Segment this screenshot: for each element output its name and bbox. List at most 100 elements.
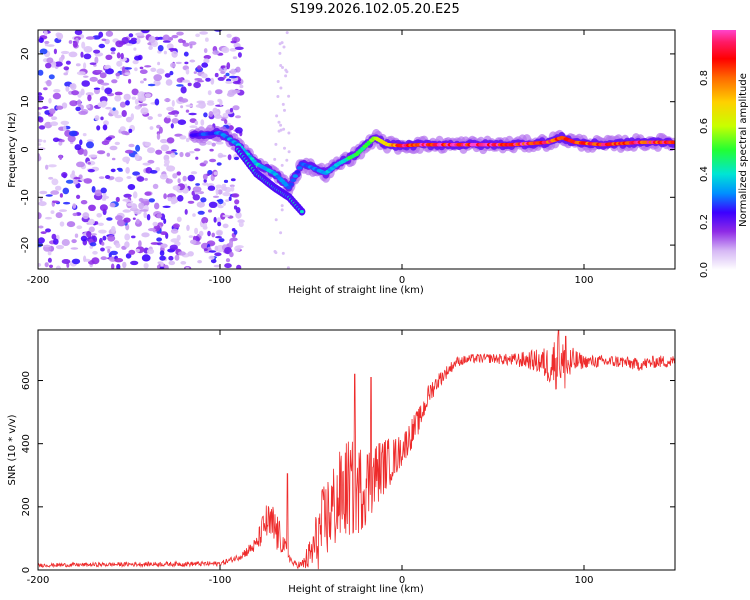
- noise-blob: [225, 80, 233, 84]
- noise-blob: [143, 78, 147, 81]
- noise-blob: [95, 69, 103, 73]
- noise-blob: [45, 164, 49, 170]
- noise-blob: [179, 151, 184, 158]
- noise-blob: [76, 225, 83, 230]
- noise-blob: [41, 106, 49, 109]
- noise-blob: [141, 232, 150, 238]
- noise-blob: [228, 240, 234, 247]
- noise-blob: [130, 260, 139, 266]
- ridge-core: [294, 170, 301, 174]
- noise-blob: [221, 46, 230, 54]
- noise-blob: [78, 110, 88, 115]
- noise-blob: [38, 95, 44, 101]
- noise-blob: [237, 219, 245, 224]
- noise-blob: [273, 157, 277, 161]
- snr-y-ticks: 0 200 400 600: [21, 371, 675, 573]
- noise-blob: [183, 51, 189, 57]
- noise-blob: [88, 154, 98, 158]
- noise-blob: [281, 66, 284, 69]
- noise-blob: [281, 102, 285, 106]
- noise-blob: [83, 255, 87, 263]
- noise-blob: [164, 264, 169, 269]
- spectrogram-y-label: Frequency (Hz): [7, 112, 18, 188]
- noise-blob: [75, 63, 81, 67]
- noise-blob: [162, 205, 171, 208]
- noise-blob: [64, 129, 72, 137]
- noise-blob: [220, 70, 226, 75]
- noise-blob: [217, 76, 225, 81]
- noise-blob: [101, 38, 107, 42]
- noise-blob: [59, 193, 64, 198]
- noise-blob: [280, 204, 284, 208]
- noise-blob: [86, 230, 92, 238]
- x-tick-label: 100: [574, 275, 593, 286]
- noise-blob: [208, 255, 215, 260]
- noise-blob: [153, 74, 162, 82]
- noise-blob: [215, 236, 223, 239]
- noise-blob: [128, 249, 136, 255]
- x-tick-label: 0: [399, 575, 405, 586]
- noise-blob: [55, 212, 63, 219]
- noise-blob: [96, 125, 101, 131]
- noise-blob: [229, 251, 234, 258]
- noise-blob: [171, 201, 176, 205]
- noise-blob: [111, 79, 118, 84]
- noise-blob: [68, 51, 78, 58]
- noise-blob: [209, 148, 214, 152]
- noise-blob: [142, 162, 151, 166]
- noise-blob: [124, 149, 134, 154]
- noise-blob: [116, 263, 121, 269]
- noise-blob: [159, 266, 165, 269]
- noise-blob: [170, 228, 179, 234]
- noise-blob: [154, 98, 160, 106]
- noise-blob: [217, 98, 222, 103]
- noise-blob: [102, 192, 107, 198]
- noise-blob: [230, 186, 235, 192]
- y-tick-label: -20: [20, 237, 31, 253]
- noise-blob: [185, 104, 194, 108]
- noise-blob: [178, 38, 184, 43]
- noise-blob: [38, 212, 42, 220]
- noise-blob: [124, 241, 130, 248]
- noise-blob: [146, 248, 155, 255]
- noise-blob: [203, 48, 208, 54]
- noise-blob: [205, 77, 211, 82]
- noise-blob: [287, 94, 291, 98]
- noise-blob: [39, 190, 48, 195]
- noise-blob: [279, 123, 283, 127]
- noise-blob: [125, 116, 133, 123]
- noise-blob: [166, 137, 175, 144]
- colorbar: 0.0 0.2 0.4 0.6 0.8 Normalized spectral ampl…: [699, 30, 749, 278]
- noise-blob: [227, 154, 232, 161]
- x-tick-label: -200: [27, 275, 50, 286]
- noise-blob: [209, 158, 217, 163]
- noise-blob: [176, 84, 184, 87]
- noise-blob: [202, 173, 208, 180]
- noise-blob: [197, 210, 205, 215]
- noise-blob: [87, 162, 92, 165]
- noise-blob: [81, 80, 90, 87]
- noise-blob: [61, 102, 68, 109]
- noise-blob: [125, 253, 132, 259]
- noise-blob: [201, 62, 209, 68]
- y-tick-label: 400: [21, 434, 32, 453]
- snr-series-line: [38, 330, 675, 570]
- noise-blob: [185, 109, 190, 113]
- noise-blob: [147, 147, 155, 154]
- ridge-core: [290, 178, 297, 182]
- noise-blob: [225, 72, 230, 77]
- x-tick-label: 100: [574, 575, 593, 586]
- noise-blob: [168, 111, 175, 115]
- noise-blob: [203, 178, 207, 183]
- noise-blob: [215, 89, 223, 95]
- noise-blob: [283, 146, 286, 150]
- ridge-core: [292, 174, 299, 178]
- noise-blob: [156, 213, 162, 219]
- noise-blob: [187, 174, 195, 182]
- noise-blob: [194, 148, 201, 152]
- noise-blob: [197, 260, 203, 264]
- noise-blob: [53, 89, 61, 93]
- noise-blob: [152, 183, 159, 189]
- noise-blob: [72, 212, 78, 217]
- noise-blob: [49, 264, 53, 268]
